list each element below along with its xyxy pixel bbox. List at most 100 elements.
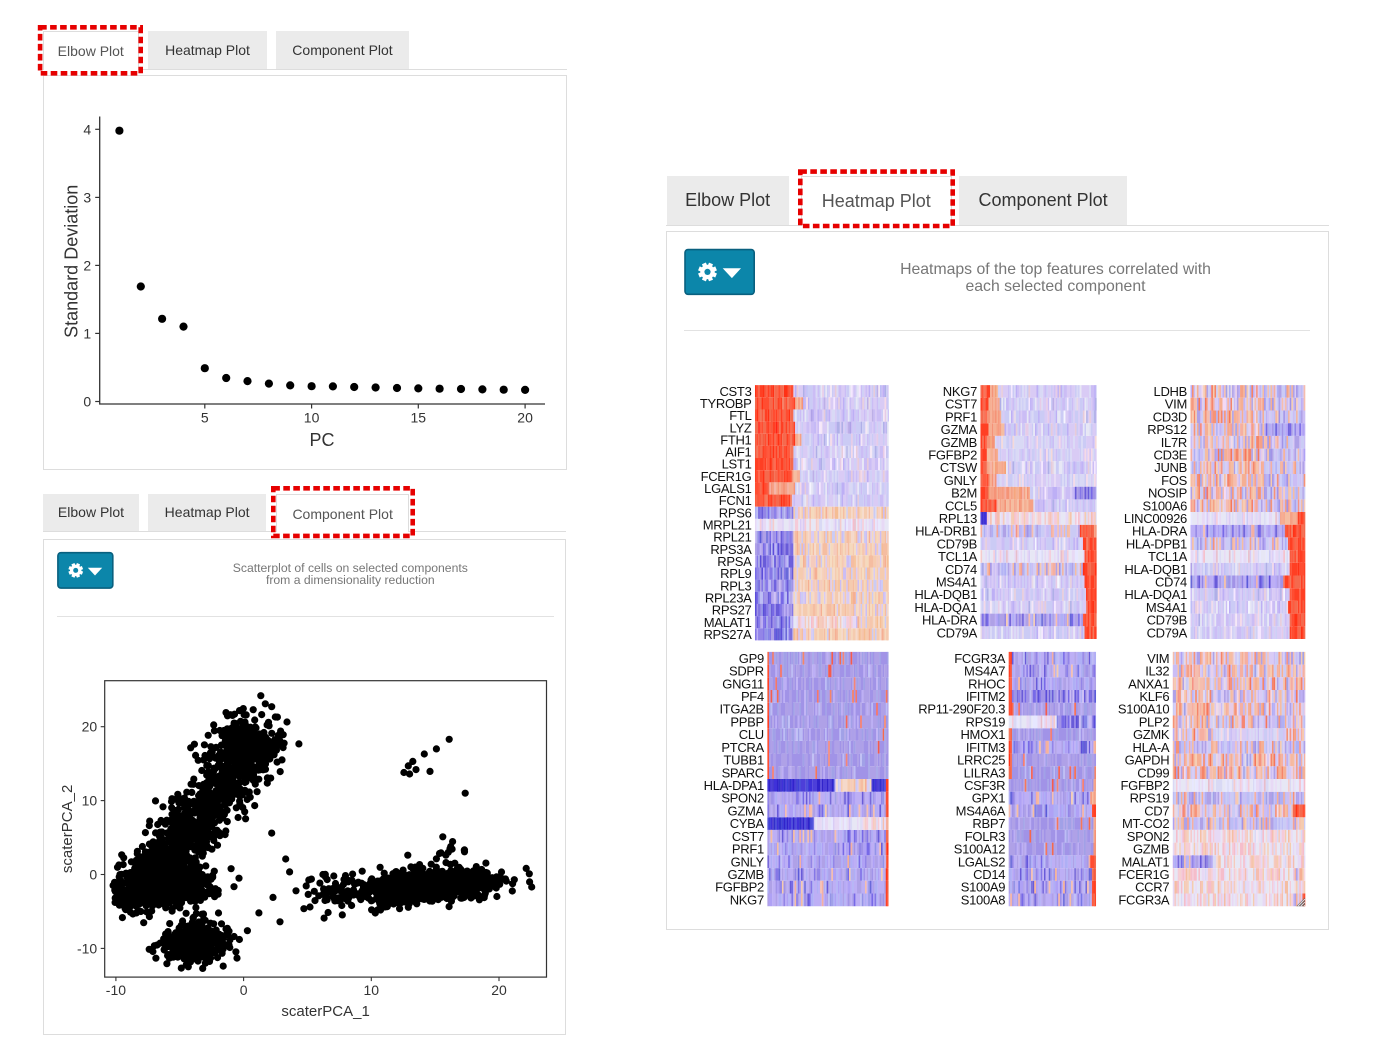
svg-text:GZMA: GZMA [941, 422, 978, 437]
svg-text:CST3: CST3 [719, 384, 751, 399]
svg-text:LYZ: LYZ [730, 420, 752, 435]
svg-text:FCN1: FCN1 [719, 493, 752, 508]
svg-text:CD3D: CD3D [1153, 409, 1187, 424]
svg-text:TCL1A: TCL1A [938, 549, 978, 564]
svg-text:HLA-DQB1: HLA-DQB1 [1124, 562, 1187, 577]
svg-text:FGFBP2: FGFBP2 [928, 448, 977, 463]
svg-text:HLA-DQA1: HLA-DQA1 [1124, 587, 1187, 602]
svg-text:S100A6: S100A6 [1143, 498, 1188, 513]
svg-text:CD14: CD14 [973, 867, 1005, 882]
svg-text:Standard Deviation: Standard Deviation [61, 185, 81, 338]
svg-text:B2M: B2M [951, 486, 977, 501]
svg-text:HMOX1: HMOX1 [960, 727, 1005, 742]
svg-text:CD79B: CD79B [937, 536, 977, 551]
svg-text:RPL23A: RPL23A [705, 591, 752, 606]
svg-text:CTSW: CTSW [940, 460, 978, 475]
svg-text:FGFBP2: FGFBP2 [715, 880, 764, 895]
svg-text:IFITM2: IFITM2 [966, 689, 1005, 704]
svg-text:CD79B: CD79B [1147, 613, 1187, 628]
svg-text:CYBA: CYBA [730, 816, 765, 831]
svg-text:CD3E: CD3E [1154, 448, 1188, 463]
svg-text:PRF1: PRF1 [732, 842, 764, 857]
svg-text:IL7R: IL7R [1161, 435, 1187, 450]
svg-text:ITGA2B: ITGA2B [719, 702, 763, 717]
svg-text:ANXA1: ANXA1 [1128, 676, 1169, 691]
svg-text:FOLR3: FOLR3 [965, 829, 1005, 844]
svg-text:HLA-DRA: HLA-DRA [922, 613, 978, 628]
svg-text:-10: -10 [106, 982, 126, 998]
svg-text:RPS19: RPS19 [965, 714, 1005, 729]
svg-text:CST7: CST7 [945, 397, 977, 412]
svg-text:HLA-DRA: HLA-DRA [1132, 524, 1188, 539]
svg-text:RPS6: RPS6 [719, 505, 752, 520]
svg-text:20: 20 [491, 982, 507, 998]
svg-text:RPS19: RPS19 [1130, 791, 1170, 806]
svg-text:20: 20 [82, 719, 98, 735]
svg-text:CD79A: CD79A [1147, 625, 1188, 640]
svg-text:LGALS1: LGALS1 [704, 481, 751, 496]
svg-text:CD7: CD7 [1144, 803, 1169, 818]
svg-text:RPS12: RPS12 [1147, 422, 1187, 437]
svg-text:15: 15 [411, 410, 427, 426]
svg-text:FCER1G: FCER1G [701, 469, 752, 484]
svg-text:GPX1: GPX1 [972, 791, 1006, 806]
svg-text:FCGR3A: FCGR3A [954, 651, 1006, 666]
svg-text:HLA-DQB1: HLA-DQB1 [914, 587, 977, 602]
svg-text:NKG7: NKG7 [943, 384, 977, 399]
svg-text:RP11-290F20.3: RP11-290F20.3 [918, 702, 1005, 717]
svg-text:FOS: FOS [1161, 473, 1187, 488]
svg-text:LDHB: LDHB [1154, 384, 1187, 399]
svg-text:S100A8: S100A8 [961, 892, 1006, 907]
svg-text:CCL5: CCL5 [945, 498, 977, 513]
svg-text:PLP2: PLP2 [1139, 714, 1170, 729]
svg-text:FCER1G: FCER1G [1118, 867, 1169, 882]
svg-text:JUNB: JUNB [1154, 460, 1187, 475]
svg-text:MALAT1: MALAT1 [704, 615, 752, 630]
svg-text:MS4A1: MS4A1 [1146, 600, 1187, 615]
svg-text:FTH1: FTH1 [720, 432, 751, 447]
svg-text:10: 10 [304, 410, 320, 426]
svg-text:RPS3A: RPS3A [710, 542, 752, 557]
svg-text:GZMA: GZMA [728, 803, 765, 818]
svg-text:SDPR: SDPR [729, 664, 764, 679]
svg-text:PRF1: PRF1 [945, 409, 977, 424]
svg-text:NOSIP: NOSIP [1148, 486, 1187, 501]
svg-text:PC: PC [309, 430, 334, 450]
svg-text:FGFBP2: FGFBP2 [1121, 778, 1170, 793]
svg-text:CSF3R: CSF3R [964, 778, 1005, 793]
svg-text:GZMK: GZMK [1133, 727, 1170, 742]
svg-text:RPS27: RPS27 [712, 603, 752, 618]
svg-text:RPL13: RPL13 [939, 511, 977, 526]
svg-text:scaterPCA_1: scaterPCA_1 [281, 1003, 369, 1020]
svg-text:GAPDH: GAPDH [1125, 753, 1170, 768]
svg-text:GP9: GP9 [739, 651, 764, 666]
svg-text:HLA-DPA1: HLA-DPA1 [704, 778, 764, 793]
svg-text:PTCRA: PTCRA [721, 740, 764, 755]
svg-text:3: 3 [83, 189, 91, 205]
svg-text:S100A9: S100A9 [961, 880, 1006, 895]
svg-text:CLU: CLU [739, 727, 764, 742]
svg-text:0: 0 [83, 394, 91, 410]
svg-text:IL32: IL32 [1145, 664, 1169, 679]
svg-text:SPARC: SPARC [722, 765, 764, 780]
svg-text:GZMB: GZMB [941, 435, 977, 450]
svg-text:SPON2: SPON2 [721, 791, 764, 806]
svg-text:SPON2: SPON2 [1127, 829, 1170, 844]
svg-text:RPL3: RPL3 [720, 578, 751, 593]
svg-text:-10: -10 [77, 940, 97, 956]
svg-text:5: 5 [201, 410, 209, 426]
svg-text:CD74: CD74 [1155, 575, 1187, 590]
svg-text:GZMB: GZMB [728, 867, 764, 882]
svg-text:VIM: VIM [1165, 397, 1187, 412]
svg-text:FTL: FTL [729, 408, 751, 423]
svg-text:10: 10 [82, 793, 98, 809]
svg-text:GNLY: GNLY [731, 854, 765, 869]
svg-text:HLA-DRB1: HLA-DRB1 [915, 524, 977, 539]
svg-text:PF4: PF4 [741, 689, 764, 704]
svg-text:MS4A6A: MS4A6A [956, 803, 1006, 818]
svg-text:PPBP: PPBP [730, 714, 763, 729]
svg-text:TYROBP: TYROBP [700, 396, 752, 411]
svg-text:MS4A1: MS4A1 [936, 575, 977, 590]
svg-text:RPL9: RPL9 [720, 566, 751, 581]
svg-text:MALAT1: MALAT1 [1121, 854, 1169, 869]
